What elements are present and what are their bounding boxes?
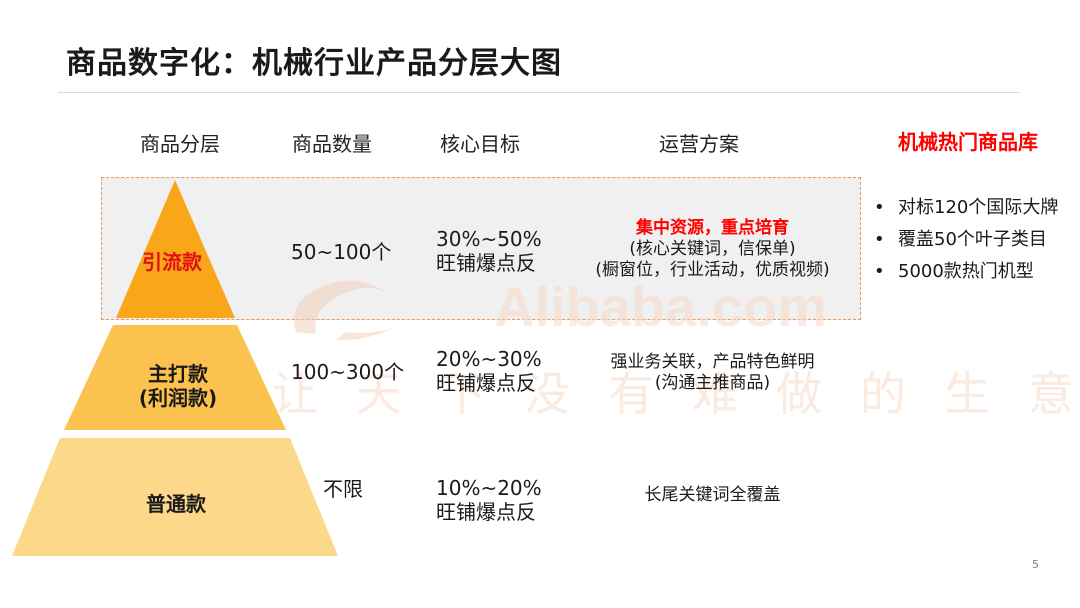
hot-library-item: • 对标120个国际大牌 xyxy=(874,192,1058,224)
header-hot-library: 机械热门商品库 xyxy=(898,130,1038,154)
goal-text: 旺铺爆点反 xyxy=(436,500,536,524)
tier-name-regular: 普通款 xyxy=(146,492,206,516)
hot-library-list: • 对标120个国际大牌 • 覆盖50个叶子类目 • 5000款热门机型 xyxy=(874,192,1058,288)
page-title: 商品数字化：机械行业产品分层大图 xyxy=(66,46,562,81)
pyramid-tier-middle xyxy=(64,325,286,430)
plan-detail: (橱窗位，行业活动，优质视频) xyxy=(595,260,830,280)
pyramid-tier-top xyxy=(116,180,235,318)
hot-library-item-text: 覆盖50个叶子类目 xyxy=(898,229,1047,250)
tier-plan-regular: 长尾关键词全覆盖 xyxy=(590,485,835,506)
plan-detail: (沟通主推商品) xyxy=(654,373,771,393)
header-plan: 运营方案 xyxy=(659,132,739,156)
hot-library-item-text: 对标120个国际大牌 xyxy=(898,197,1059,218)
header-tier: 商品分层 xyxy=(140,132,220,156)
pyramid-tier-bottom xyxy=(12,438,338,556)
tier-goal-regular: 10%~20% 旺铺爆点反 xyxy=(436,476,542,524)
tier-quantity-traffic: 50~100个 xyxy=(291,240,392,264)
bullet-icon: • xyxy=(874,197,885,218)
goal-percent: 20%~30% xyxy=(436,347,542,371)
tier-name-main-line1: 主打款 xyxy=(148,362,208,386)
tier-goal-main: 20%~30% 旺铺爆点反 xyxy=(436,347,542,395)
header-quantity: 商品数量 xyxy=(292,132,372,156)
tier-quantity-main: 100~300个 xyxy=(291,360,405,384)
header-goal: 核心目标 xyxy=(440,132,520,156)
tier-plan-traffic: 集中资源，重点培育 (核心关键词，信保单) (橱窗位，行业活动，优质视频) xyxy=(590,218,835,281)
title-divider xyxy=(58,92,1020,93)
goal-text: 旺铺爆点反 xyxy=(436,371,536,395)
highlight-box-traffic-tier xyxy=(101,177,861,320)
page-number: 5 xyxy=(1032,558,1039,571)
tier-name-traffic: 引流款 xyxy=(142,250,202,274)
goal-text: 旺铺爆点反 xyxy=(436,251,536,275)
hot-library-item: • 覆盖50个叶子类目 xyxy=(874,224,1058,256)
tier-name-main: 主打款 (利润款) xyxy=(128,362,228,410)
bullet-icon: • xyxy=(874,229,885,250)
bullet-icon: • xyxy=(874,261,885,282)
tier-goal-traffic: 30%~50% 旺铺爆点反 xyxy=(436,227,542,275)
hot-library-item: • 5000款热门机型 xyxy=(874,256,1058,288)
plan-detail: 长尾关键词全覆盖 xyxy=(644,485,781,505)
tier-plan-main: 强业务关联，产品特色鲜明 (沟通主推商品) xyxy=(590,352,835,394)
plan-emphasis: 集中资源，重点培育 xyxy=(636,218,789,238)
goal-percent: 30%~50% xyxy=(436,227,542,251)
goal-percent: 10%~20% xyxy=(436,476,542,500)
plan-detail: 强业务关联，产品特色鲜明 xyxy=(610,352,815,372)
tier-name-main-line2: (利润款) xyxy=(138,386,218,410)
plan-detail: (核心关键词，信保单) xyxy=(629,239,796,259)
hot-library-item-text: 5000款热门机型 xyxy=(898,261,1034,282)
tier-quantity-regular: 不限 xyxy=(323,477,363,501)
